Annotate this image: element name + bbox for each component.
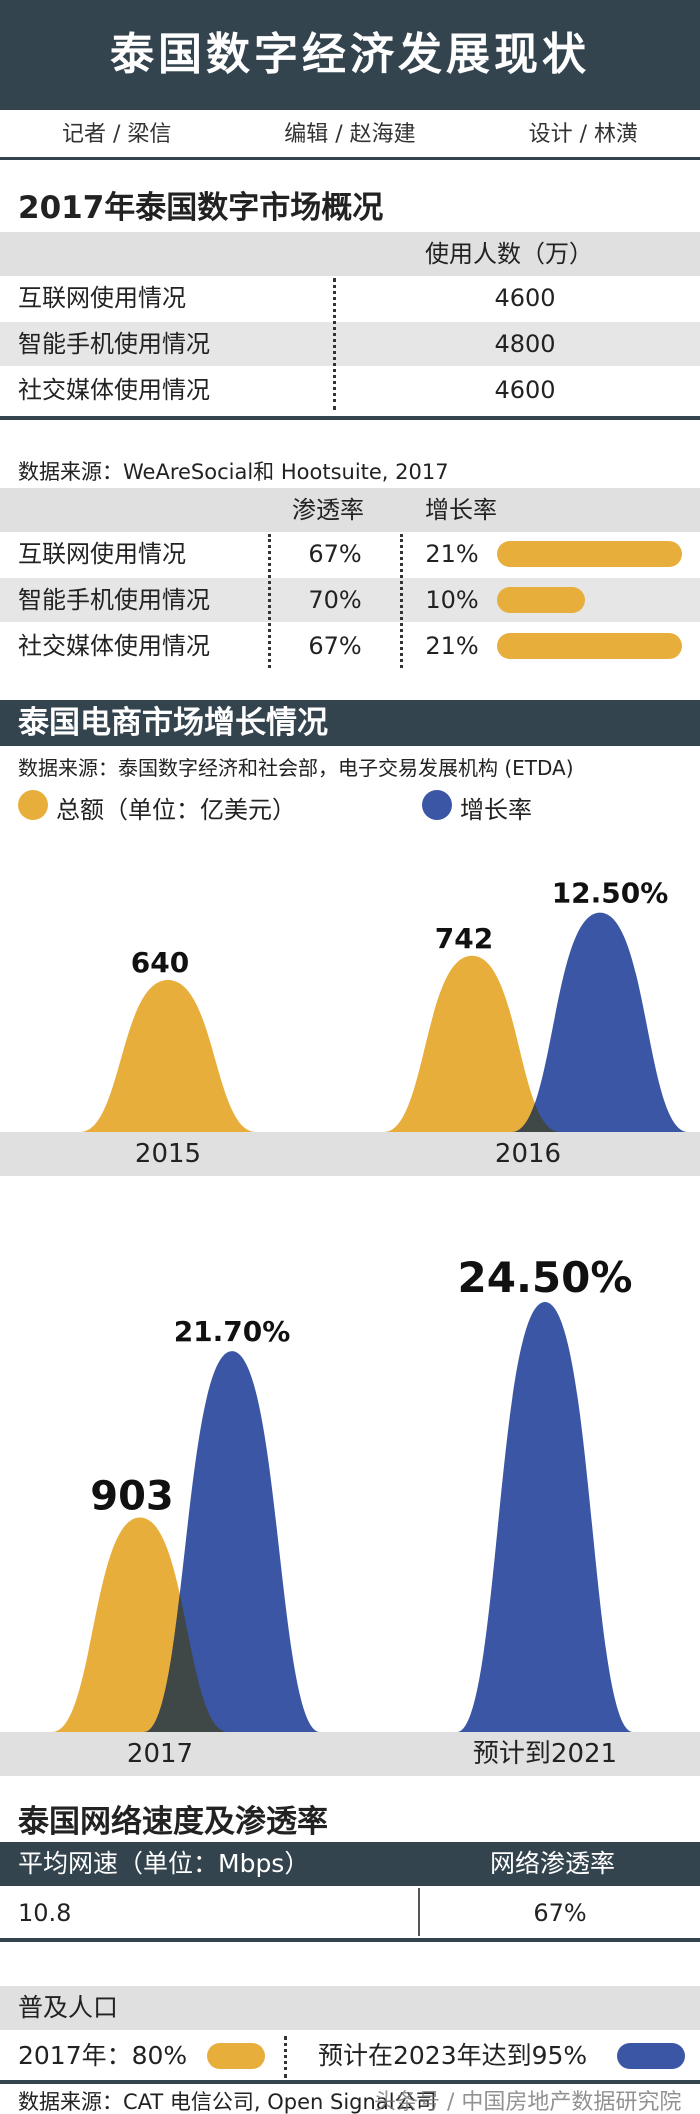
legend-growth-label: 增长率 bbox=[460, 796, 532, 824]
coverage-current-bar bbox=[207, 2043, 265, 2069]
penetration-value: 67% bbox=[308, 632, 362, 660]
growth-col-header: 增长率 bbox=[425, 496, 497, 524]
growth-value: 21% bbox=[425, 632, 479, 660]
growth-value: 21% bbox=[425, 540, 479, 568]
section2-source: 数据来源：WeAreSocial和 Hootsuite, 2017 bbox=[18, 460, 449, 484]
growth-rate-label: 12.50% bbox=[552, 877, 669, 910]
row-value: 4600 bbox=[494, 376, 556, 404]
peak-overlap bbox=[144, 1517, 228, 1732]
speed-table-header: 平均网速（单位：Mbps） 网络渗透率 bbox=[0, 1842, 700, 1886]
row-label: 互联网使用情况 bbox=[18, 540, 186, 568]
total-amount-label: 640 bbox=[131, 946, 189, 979]
reporter-credit: 记者 / 梁信 bbox=[61, 122, 172, 147]
row-value: 4600 bbox=[494, 284, 556, 312]
table-row: 智能手机使用情况 4800 bbox=[0, 322, 700, 366]
column-divider bbox=[333, 278, 336, 410]
section4-title: 泰国网络速度及渗透率 bbox=[18, 1804, 328, 1840]
x-tick-label: 2017 bbox=[127, 1739, 193, 1769]
table-row: 智能手机使用情况 70% 10% bbox=[0, 578, 700, 622]
net-penetration-value: 67% bbox=[533, 1899, 587, 1927]
coverage-current: 2017年：80% bbox=[18, 2041, 188, 2070]
column-divider bbox=[418, 1888, 420, 1936]
page-title: 泰国数字经济发展现状 bbox=[0, 0, 700, 110]
growth-bar bbox=[497, 541, 682, 567]
total-amount-peak bbox=[384, 955, 560, 1132]
axis-band bbox=[0, 1132, 700, 1176]
legend-growth-swatch bbox=[422, 790, 452, 820]
section5-source: 数据来源：CAT 电信公司, Open Signal公司 bbox=[18, 2090, 437, 2114]
row-label: 社交媒体使用情况 bbox=[18, 632, 210, 660]
growth-rate-label: 21.70% bbox=[174, 1315, 291, 1348]
legend-total-swatch bbox=[18, 790, 48, 820]
x-tick-label: 2015 bbox=[135, 1139, 201, 1169]
growth-bar bbox=[497, 587, 585, 613]
section-divider bbox=[0, 2080, 700, 2084]
table-row: 10.8 67% bbox=[0, 1890, 700, 1936]
section5-title: 普及人口 bbox=[0, 1986, 700, 2030]
growth-rate-peak bbox=[512, 912, 688, 1132]
column-divider bbox=[400, 534, 403, 668]
x-tick-label: 预计到2021 bbox=[473, 1739, 617, 1769]
x-tick-label: 2016 bbox=[495, 1139, 561, 1169]
section1-title: 2017年泰国数字市场概况 bbox=[18, 190, 384, 226]
growth-rate-peak bbox=[457, 1302, 633, 1732]
row-label: 社交媒体使用情况 bbox=[18, 376, 210, 404]
speed-value: 10.8 bbox=[18, 1899, 72, 1927]
penetration-col-header: 渗透率 bbox=[292, 496, 364, 524]
table-row: 互联网使用情况 67% 21% bbox=[0, 532, 700, 576]
section-divider bbox=[0, 1938, 700, 1942]
speed-col-header: 平均网速（单位：Mbps） bbox=[18, 1849, 310, 1878]
coverage-forecast-bar bbox=[617, 2043, 685, 2069]
column-divider bbox=[284, 2036, 287, 2078]
growth-value: 10% bbox=[425, 586, 479, 614]
total-amount-label: 903 bbox=[90, 1474, 174, 1520]
net-penetration-col-header: 网络渗透率 bbox=[490, 1849, 616, 1878]
axis-band bbox=[0, 1732, 700, 1776]
designer-credit: 设计 / 林潢 bbox=[528, 122, 639, 147]
credits-bar: 记者 / 梁信 编辑 / 赵海建 设计 / 林潢 bbox=[0, 110, 700, 160]
penetration-value: 70% bbox=[308, 586, 362, 614]
watermark: 头条号 / 中国房地产数据研究院 bbox=[374, 2090, 682, 2114]
editor-credit: 编辑 / 赵海建 bbox=[284, 122, 416, 147]
table-row: 互联网使用情况 4600 bbox=[0, 276, 700, 320]
section1-table-header: 使用人数（万） bbox=[0, 232, 700, 276]
row-label: 互联网使用情况 bbox=[18, 284, 186, 312]
row-label: 智能手机使用情况 bbox=[18, 586, 210, 614]
total-amount-peak bbox=[80, 980, 256, 1132]
penetration-value: 67% bbox=[308, 540, 362, 568]
users-col-header: 使用人数（万） bbox=[425, 240, 593, 268]
column-divider bbox=[268, 534, 271, 668]
section-divider bbox=[0, 416, 700, 420]
legend-total-label: 总额（单位：亿美元） bbox=[56, 796, 296, 824]
coverage-forecast: 预计在2023年达到95% bbox=[318, 2041, 588, 2070]
total-amount-label: 742 bbox=[435, 922, 493, 955]
section2-table-header: 渗透率 增长率 bbox=[0, 488, 700, 532]
row-label: 智能手机使用情况 bbox=[18, 330, 210, 358]
table-row: 社交媒体使用情况 4600 bbox=[0, 368, 700, 412]
ecommerce-chart: 640 742 12.50% 903 21.70% 24.50% 2015 2016 20… bbox=[0, 877, 700, 1776]
growth-bar bbox=[497, 633, 682, 659]
section3-source: 数据来源：泰国数字经济和社会部，电子交易发展机构 (ETDA) bbox=[18, 756, 574, 780]
row-value: 4800 bbox=[494, 330, 556, 358]
growth-rate-label: 24.50% bbox=[458, 1253, 633, 1302]
section3-title: 泰国电商市场增长情况 bbox=[0, 700, 700, 746]
table-row: 社交媒体使用情况 67% 21% bbox=[0, 624, 700, 668]
